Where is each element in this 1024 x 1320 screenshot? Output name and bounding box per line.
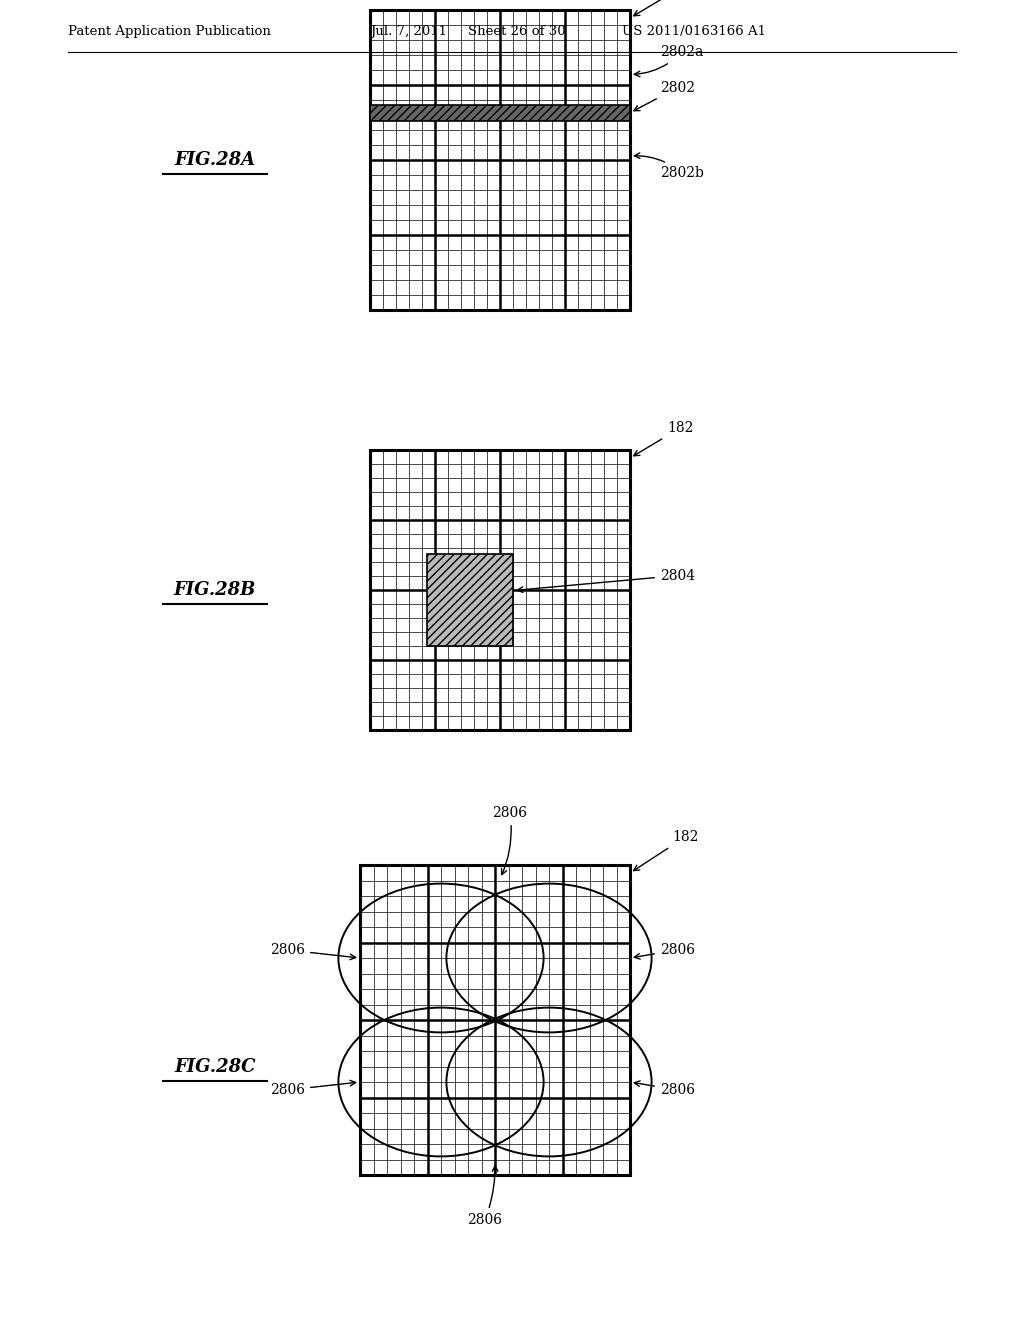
Text: 2806: 2806	[468, 1166, 503, 1228]
Text: 2806: 2806	[493, 807, 527, 875]
Text: 182: 182	[634, 421, 693, 455]
Text: FIG.28A: FIG.28A	[174, 150, 256, 169]
Text: Patent Application Publication: Patent Application Publication	[68, 25, 271, 38]
Bar	[360, 865, 630, 1175]
Text: 2806: 2806	[634, 942, 695, 960]
Text: FIG.28C: FIG.28C	[174, 1057, 256, 1076]
Bar	[370, 11, 630, 310]
Text: 2802: 2802	[634, 81, 695, 111]
Text: 182: 182	[634, 830, 698, 871]
Text: FIG.28B: FIG.28B	[174, 581, 256, 599]
Text: Jul. 7, 2011: Jul. 7, 2011	[370, 25, 447, 38]
Text: US 2011/0163166 A1: US 2011/0163166 A1	[622, 25, 766, 38]
Text: 182: 182	[634, 0, 693, 16]
Text: 2804: 2804	[517, 569, 695, 593]
Text: 2806: 2806	[634, 1081, 695, 1097]
Text: 2802a: 2802a	[634, 45, 703, 77]
Bar	[370, 450, 630, 730]
Text: 2806: 2806	[270, 942, 355, 960]
Text: Sheet 26 of 30: Sheet 26 of 30	[468, 25, 565, 38]
Bar	[370, 104, 630, 121]
Text: 2806: 2806	[270, 1080, 355, 1097]
Text: 2802b: 2802b	[634, 153, 703, 180]
Bar	[427, 553, 513, 645]
